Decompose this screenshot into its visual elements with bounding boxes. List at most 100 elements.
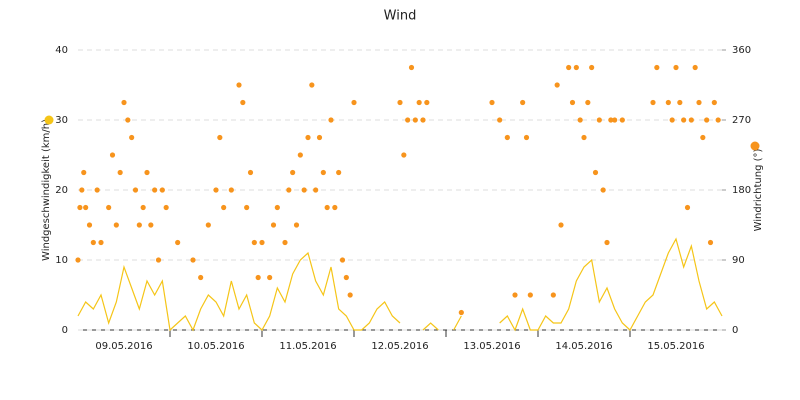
direction-point — [412, 117, 418, 123]
direction-point — [205, 222, 211, 228]
direction-point — [324, 204, 330, 211]
direction-point — [577, 117, 583, 123]
direction-point — [665, 99, 671, 106]
y2-tick-label: 360 — [732, 45, 751, 56]
direction-point — [512, 292, 518, 298]
y-tick-label: 20 — [55, 185, 68, 196]
direction-point — [654, 64, 660, 71]
direction-point — [163, 204, 169, 211]
y2-tick-label: 270 — [732, 115, 751, 126]
direction-point — [190, 257, 196, 263]
direction-point — [558, 222, 564, 228]
direction-point — [700, 134, 706, 141]
direction-point — [221, 204, 227, 211]
direction-point — [677, 99, 683, 106]
direction-point — [696, 99, 702, 106]
direction-point — [504, 134, 510, 141]
direction-point — [125, 117, 131, 123]
direction-point — [198, 274, 204, 281]
direction-point — [240, 99, 246, 106]
x-tick-label: 09.05.2016 — [95, 341, 152, 352]
direction-point — [98, 239, 104, 246]
direction-point — [328, 117, 334, 123]
x-tick-label: 13.05.2016 — [463, 341, 520, 352]
y2-axis-title: Windrichtung (°) — [753, 149, 764, 232]
direction-point — [704, 117, 710, 123]
direction-point — [117, 169, 123, 176]
direction-point — [681, 117, 687, 123]
direction-point — [332, 204, 338, 211]
direction-point — [301, 187, 307, 193]
direction-point — [77, 204, 83, 211]
direction-point — [106, 204, 112, 211]
direction-point — [313, 187, 319, 193]
direction-point — [83, 204, 89, 211]
direction-point — [405, 117, 411, 123]
y-tick-label: 0 — [62, 325, 68, 336]
direction-point — [581, 134, 587, 141]
direction-point — [343, 274, 349, 281]
direction-point — [707, 239, 714, 246]
direction-point — [566, 64, 572, 71]
y-axis-title: Windgeschwindigkeit (km/h) — [41, 119, 52, 261]
direction-point — [401, 152, 407, 158]
direction-point — [612, 117, 618, 123]
direction-point — [489, 99, 495, 106]
direction-point — [155, 257, 162, 263]
direction-point — [520, 99, 526, 106]
y2-tick-label: 90 — [732, 255, 745, 266]
direction-point — [175, 239, 181, 246]
direction-point — [121, 99, 127, 106]
x-tick-label: 12.05.2016 — [371, 341, 428, 352]
direction-point — [274, 204, 280, 211]
direction-point — [673, 64, 679, 71]
direction-point — [244, 204, 250, 211]
direction-point — [81, 169, 87, 176]
direction-point — [650, 99, 656, 106]
direction-point — [339, 257, 346, 263]
y2-tick-label: 180 — [732, 185, 751, 196]
direction-point — [416, 99, 422, 106]
y-tick-label: 10 — [55, 255, 68, 266]
direction-point — [585, 99, 591, 106]
direction-point — [290, 169, 296, 176]
direction-point — [316, 134, 323, 141]
direction-point — [688, 117, 694, 123]
direction-point — [251, 239, 257, 246]
legend-marker — [750, 141, 760, 151]
x-tick-label: 14.05.2016 — [555, 341, 612, 352]
direction-point — [684, 204, 691, 211]
direction-point — [309, 82, 315, 88]
direction-point — [94, 187, 100, 193]
direction-point — [527, 292, 533, 298]
direction-point — [213, 187, 219, 193]
direction-point — [589, 64, 595, 71]
direction-point — [228, 187, 234, 193]
direction-point — [554, 82, 560, 88]
direction-point — [140, 204, 146, 211]
direction-point — [79, 187, 85, 193]
direction-point — [669, 117, 675, 123]
direction-point — [259, 239, 265, 246]
direction-point — [305, 134, 311, 141]
direction-point — [347, 292, 353, 298]
direction-point — [397, 99, 403, 106]
direction-point — [692, 64, 698, 71]
direction-point — [711, 99, 717, 106]
y-tick-label: 30 — [55, 115, 68, 126]
direction-point — [523, 134, 530, 141]
direction-point — [297, 152, 303, 158]
direction-point — [293, 222, 300, 228]
direction-point — [600, 187, 606, 193]
direction-point — [458, 309, 464, 316]
direction-point — [351, 99, 357, 106]
direction-point — [569, 99, 576, 106]
speed-line — [77, 237, 723, 332]
direction-point — [109, 152, 116, 158]
direction-point — [619, 117, 625, 123]
direction-point — [715, 117, 721, 123]
direction-point — [267, 274, 273, 281]
x-tick-label: 11.05.2016 — [279, 341, 336, 352]
direction-point — [420, 117, 426, 123]
direction-point — [497, 117, 503, 123]
